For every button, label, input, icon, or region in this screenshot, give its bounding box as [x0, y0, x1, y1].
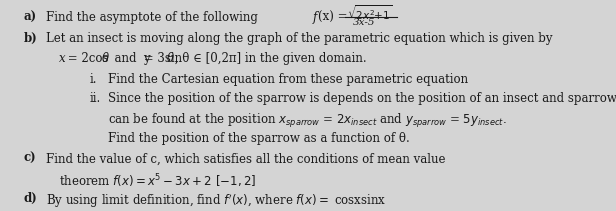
Text: $\sqrt{2x^2{+}1}$: $\sqrt{2x^2{+}1}$	[347, 4, 392, 23]
Text: Let an insect is moving along the graph of the parametric equation which is give: Let an insect is moving along the graph …	[46, 32, 553, 45]
Text: Find the value of c, which satisfies all the conditions of mean value: Find the value of c, which satisfies all…	[46, 152, 446, 165]
Text: d): d)	[23, 192, 37, 205]
Text: 3x-5: 3x-5	[353, 18, 376, 27]
Text: = 3sin: = 3sin	[140, 52, 182, 65]
Text: θ: θ	[102, 52, 109, 65]
Text: θ: θ	[166, 52, 174, 65]
Text: By using limit definition, find $f'(x)$, where $f(x) = $ cosxsinx: By using limit definition, find $f'(x)$,…	[46, 192, 386, 210]
Text: c): c)	[23, 152, 36, 165]
Text: can be found at the position $x_{sparrow}$ = $2x_{insect}$ and $y_{sparrow}$ = $: can be found at the position $x_{sparrow…	[108, 112, 506, 130]
Text: Find the position of the sparrow as a function of θ.: Find the position of the sparrow as a fu…	[108, 132, 410, 145]
Text: Find the asymptote of the following: Find the asymptote of the following	[46, 11, 258, 24]
Text: b): b)	[23, 32, 37, 45]
Text: (x) =: (x) =	[318, 11, 347, 24]
Text: = 2cos: = 2cos	[64, 52, 108, 65]
Text: theorem $f(x) = x^5 - 3x + 2\ [-1,2]$: theorem $f(x) = x^5 - 3x + 2\ [-1,2]$	[59, 172, 256, 189]
Text: x: x	[59, 52, 65, 65]
Text: , θ ∈ [0,2π] in the given domain.: , θ ∈ [0,2π] in the given domain.	[171, 52, 367, 65]
Text: a): a)	[23, 11, 36, 24]
Text: Find the Cartesian equation from these parametric equation: Find the Cartesian equation from these p…	[108, 73, 468, 86]
Text: Since the position of the sparrow is depends on the position of an insect and sp: Since the position of the sparrow is dep…	[108, 92, 616, 106]
Text: and  y: and y	[107, 52, 150, 65]
Text: ii.: ii.	[89, 92, 100, 106]
Text: f: f	[313, 11, 317, 24]
Text: i.: i.	[89, 73, 97, 86]
